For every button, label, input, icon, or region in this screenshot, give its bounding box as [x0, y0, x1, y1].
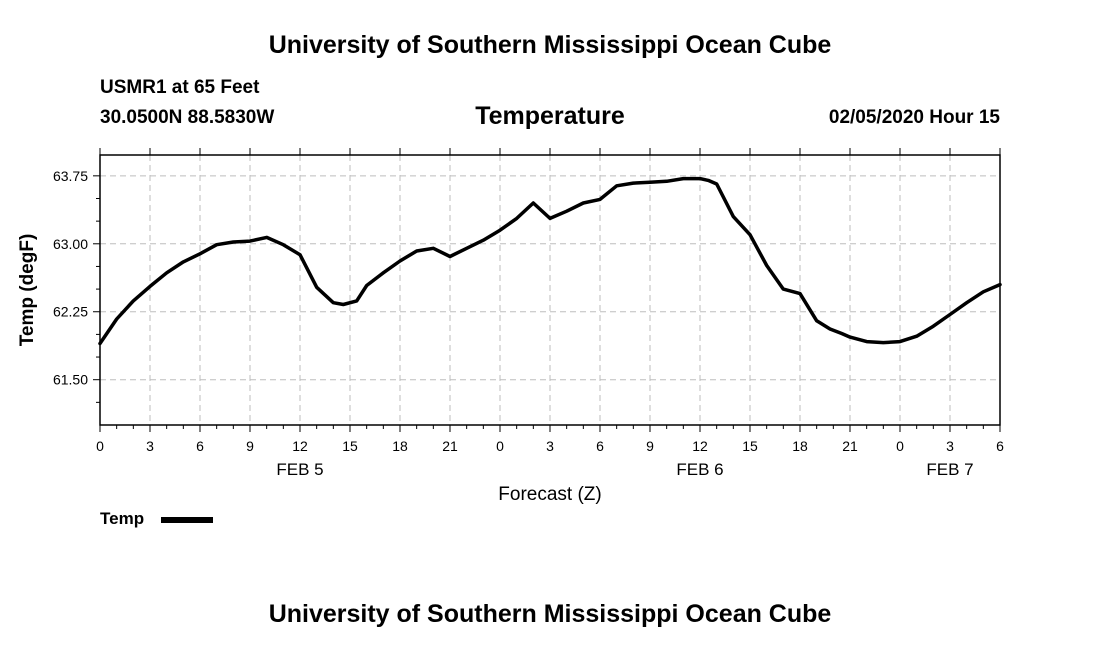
- x-tick-label: 6: [596, 438, 604, 454]
- y-axis-label: Temp (degF): [17, 234, 38, 347]
- x-tick-label: 9: [246, 438, 254, 454]
- x-tick-label: 6: [996, 438, 1004, 454]
- temp-series-line: [98, 176, 1002, 346]
- x-tick-label: 18: [792, 438, 808, 454]
- date-label: FEB 6: [676, 460, 723, 479]
- legend-line-swatch: [161, 517, 213, 523]
- bottom-title: University of Southern Mississippi Ocean…: [268, 600, 832, 628]
- x-tick-label: 6: [196, 438, 204, 454]
- x-tick-label: 0: [496, 438, 504, 454]
- x-tick-label: 21: [442, 438, 458, 454]
- y-tick-label: 63.00: [53, 236, 88, 252]
- legend-label: Temp: [100, 509, 145, 528]
- x-tick-label: 15: [742, 438, 758, 454]
- y-tick-label: 62.25: [53, 304, 88, 320]
- station-label: USMR1 at 65 Feet: [100, 77, 260, 98]
- x-tick-label: 0: [96, 438, 104, 454]
- x-tick-label: 3: [146, 438, 154, 454]
- x-tick-label: 21: [842, 438, 858, 454]
- x-tick-label: 12: [692, 438, 708, 454]
- plot-frame: [99, 154, 1001, 426]
- date-label: FEB 5: [276, 460, 323, 479]
- x-tick-label: 3: [546, 438, 554, 454]
- chart-title: Temperature: [475, 102, 625, 130]
- x-tick-label: 0: [896, 438, 904, 454]
- x-tick-label: 3: [946, 438, 954, 454]
- x-tick-label: 15: [342, 438, 358, 454]
- timestamp-label: 02/05/2020 Hour 15: [828, 107, 1000, 128]
- y-tick-label: 63.75: [53, 168, 88, 184]
- x-tick-label: 12: [292, 438, 308, 454]
- date-label: FEB 7: [926, 460, 973, 479]
- coords-label: 30.0500N 88.5830W: [100, 107, 275, 128]
- x-tick-label: 9: [646, 438, 654, 454]
- x-axis-label: Forecast (Z): [498, 484, 601, 505]
- x-tick-label: 18: [392, 438, 408, 454]
- top-title: University of Southern Mississippi Ocean…: [268, 31, 832, 59]
- y-tick-label: 61.50: [53, 372, 88, 388]
